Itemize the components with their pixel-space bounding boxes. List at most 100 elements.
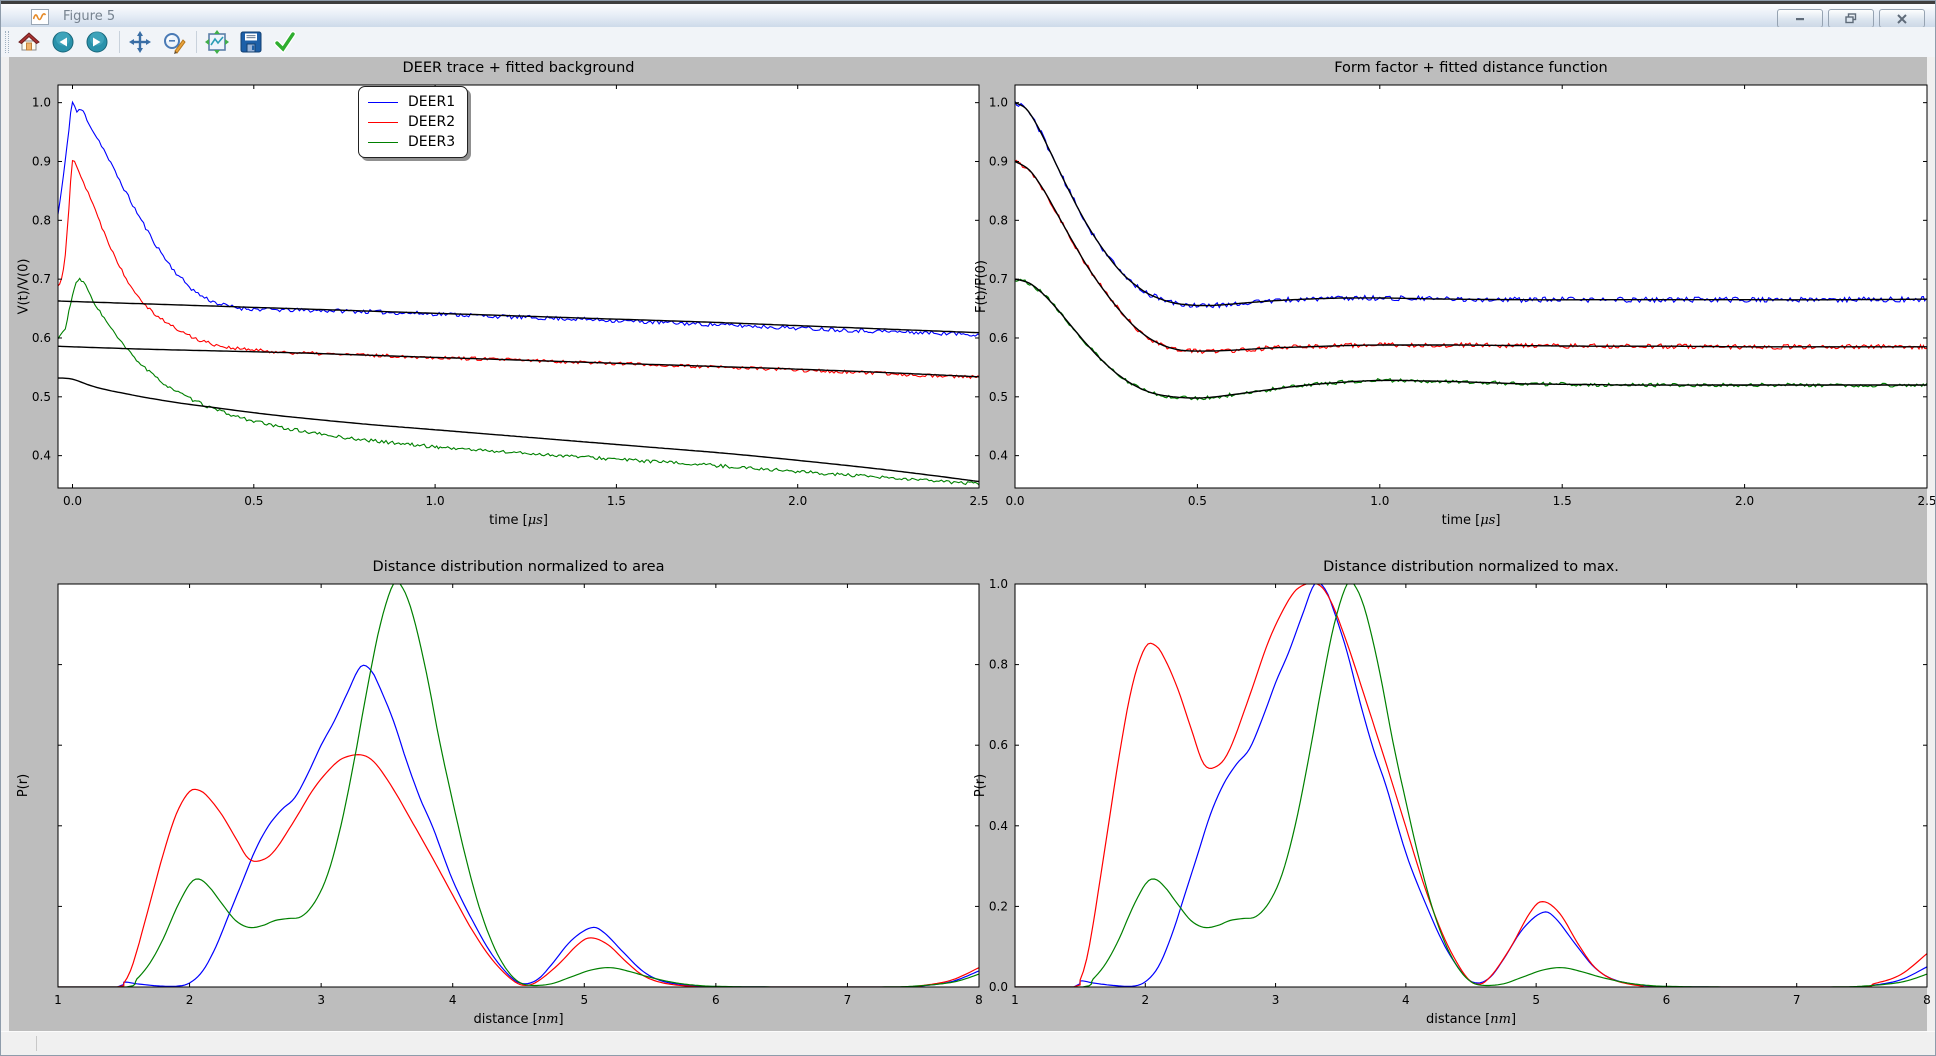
x-axis-label: distance [nm] xyxy=(473,1012,564,1027)
x-axis-label: time [μs] xyxy=(489,513,548,528)
figure-canvas[interactable]: DEER trace + fitted background V(t)/V(0)… xyxy=(9,57,1936,1033)
plot-background xyxy=(58,85,979,488)
restore-icon xyxy=(1845,13,1857,24)
tick-label: 3 xyxy=(1272,993,1280,1007)
save-icon xyxy=(240,31,262,53)
tick-label: 7 xyxy=(844,993,852,1007)
toolbar-separator xyxy=(119,31,120,53)
x-axis-label: distance [nm] xyxy=(1425,1012,1517,1027)
distance-distribution-area-plot: 1 2 3 4 5 6 7 8 xyxy=(54,583,983,1007)
home-button[interactable] xyxy=(15,28,43,56)
check-icon xyxy=(274,31,296,54)
tick-label: 1.0 xyxy=(32,96,51,110)
fit1-curve xyxy=(58,300,979,334)
zoom-rect-button[interactable] xyxy=(160,28,188,56)
axes-frame xyxy=(1014,84,1928,489)
axes-frame xyxy=(57,583,980,988)
tick-label: 4 xyxy=(1402,993,1410,1007)
tick-label: 2.5 xyxy=(1917,494,1936,508)
legend-line-sample xyxy=(368,141,398,143)
close-button[interactable] xyxy=(1879,9,1925,28)
distance-distribution-max-chart: Distance distribution normalized to max.… xyxy=(974,559,1931,1027)
fitFF2-curve xyxy=(1015,160,1927,352)
legend-entry: DEER1 xyxy=(368,92,455,112)
deer-trace-plot: 0.0 0.5 1.0 1.5 2.0 2.5 0.4 0.5 0.6 0.7 0.8 0.9 1.0 xyxy=(32,84,989,508)
tick-label: 0.6 xyxy=(32,331,51,345)
tick-label: 0.0 xyxy=(989,980,1008,994)
chart-title: DEER trace + fitted background xyxy=(402,60,635,76)
tick-label: 6 xyxy=(1663,993,1671,1007)
checkmark-button[interactable] xyxy=(271,28,299,56)
plot-background xyxy=(1015,584,1927,987)
tick-label: 8 xyxy=(975,993,983,1007)
tick-label: 2.5 xyxy=(969,494,988,508)
tick-label: 2 xyxy=(1141,993,1149,1007)
P2-curve xyxy=(58,753,979,987)
forward-button[interactable] xyxy=(83,28,111,56)
restore-button[interactable] xyxy=(1828,9,1874,28)
tick-label: 0.4 xyxy=(32,449,51,463)
window-title: Figure 5 xyxy=(63,9,116,24)
back-button[interactable] xyxy=(49,28,77,56)
save-button[interactable] xyxy=(237,28,265,56)
forward-arrow-icon xyxy=(86,31,108,53)
tick-label: 4 xyxy=(449,993,457,1007)
tick-label: 1.5 xyxy=(607,494,626,508)
tick-label: 0.8 xyxy=(989,213,1008,227)
tick-label: 0.5 xyxy=(1188,494,1207,508)
tick-label: 0.7 xyxy=(32,272,51,286)
form-factor-plot: 0.0 0.5 1.0 1.5 2.0 2.5 0.4 0.5 0.6 0.7 0.8 0.9 1.0 xyxy=(989,84,1936,508)
tick-label: 0.4 xyxy=(989,449,1008,463)
toolbar-separator xyxy=(196,31,197,53)
deer-trace-chart: DEER trace + fitted background V(t)/V(0)… xyxy=(17,60,989,528)
tick-label: 0.0 xyxy=(63,494,82,508)
toolbar-grip[interactable] xyxy=(5,31,9,53)
fitFF3-curve xyxy=(1015,278,1927,399)
plot-background xyxy=(1015,85,1927,488)
status-bar xyxy=(1,1031,1935,1055)
tick-label: 0.5 xyxy=(989,390,1008,404)
chart-title: Distance distribution normalized to max. xyxy=(1323,559,1619,575)
legend-entry: DEER3 xyxy=(368,132,455,152)
legend-line-sample xyxy=(368,101,398,103)
tick-label: 0.6 xyxy=(989,331,1008,345)
chart-title: Distance distribution normalized to area xyxy=(372,559,665,575)
chart-title: Form factor + fitted distance function xyxy=(1334,60,1608,76)
tick-label: 3 xyxy=(317,993,325,1007)
tick-label: 5 xyxy=(580,993,588,1007)
plot-toolbar xyxy=(1,27,1935,57)
axes-frame xyxy=(57,84,980,489)
form-factor-chart: Form factor + fitted distance function F… xyxy=(974,60,1936,528)
tick-label: 5 xyxy=(1532,993,1540,1007)
tick-label: 8 xyxy=(1923,993,1931,1007)
title-bar[interactable]: Figure 5 xyxy=(1,1,1935,28)
tick-label: 1.0 xyxy=(989,96,1008,110)
configure-subplots-button[interactable] xyxy=(203,28,231,56)
P3-curve xyxy=(58,584,979,987)
minimize-button[interactable] xyxy=(1777,9,1823,28)
tick-label: 0.7 xyxy=(989,272,1008,286)
distance-distribution-max-plot: 1 2 3 4 5 6 7 8 0.0 0.2 0.4 0.6 0.8 1.0 xyxy=(989,577,1931,1007)
legend-line-sample xyxy=(368,121,398,123)
tick-label: 0.0 xyxy=(1005,494,1024,508)
x-axis-label: time [μs] xyxy=(1441,513,1501,528)
tick-label: 0.6 xyxy=(989,738,1008,752)
matplotlib-logo-icon xyxy=(31,9,49,25)
tick-label: 0.4 xyxy=(989,819,1008,833)
pan-button[interactable] xyxy=(126,28,154,56)
minimize-icon xyxy=(1796,17,1804,20)
legend: DEER1 DEER2 DEER3 xyxy=(358,86,469,158)
home-icon xyxy=(18,32,40,51)
axes-frame xyxy=(1014,583,1928,988)
window-controls xyxy=(1777,9,1925,28)
tick-label: 7 xyxy=(1793,993,1801,1007)
P1-curve xyxy=(58,664,979,987)
fit3-curve xyxy=(58,377,979,483)
tick-label: 2 xyxy=(186,993,194,1007)
tick-label: 1.5 xyxy=(1553,494,1572,508)
fitFF1-curve xyxy=(1015,101,1927,307)
tick-label: 1.0 xyxy=(989,577,1008,591)
sine-wave-icon xyxy=(33,13,47,21)
fit2-curve xyxy=(58,345,979,378)
subplots-icon xyxy=(205,30,229,54)
